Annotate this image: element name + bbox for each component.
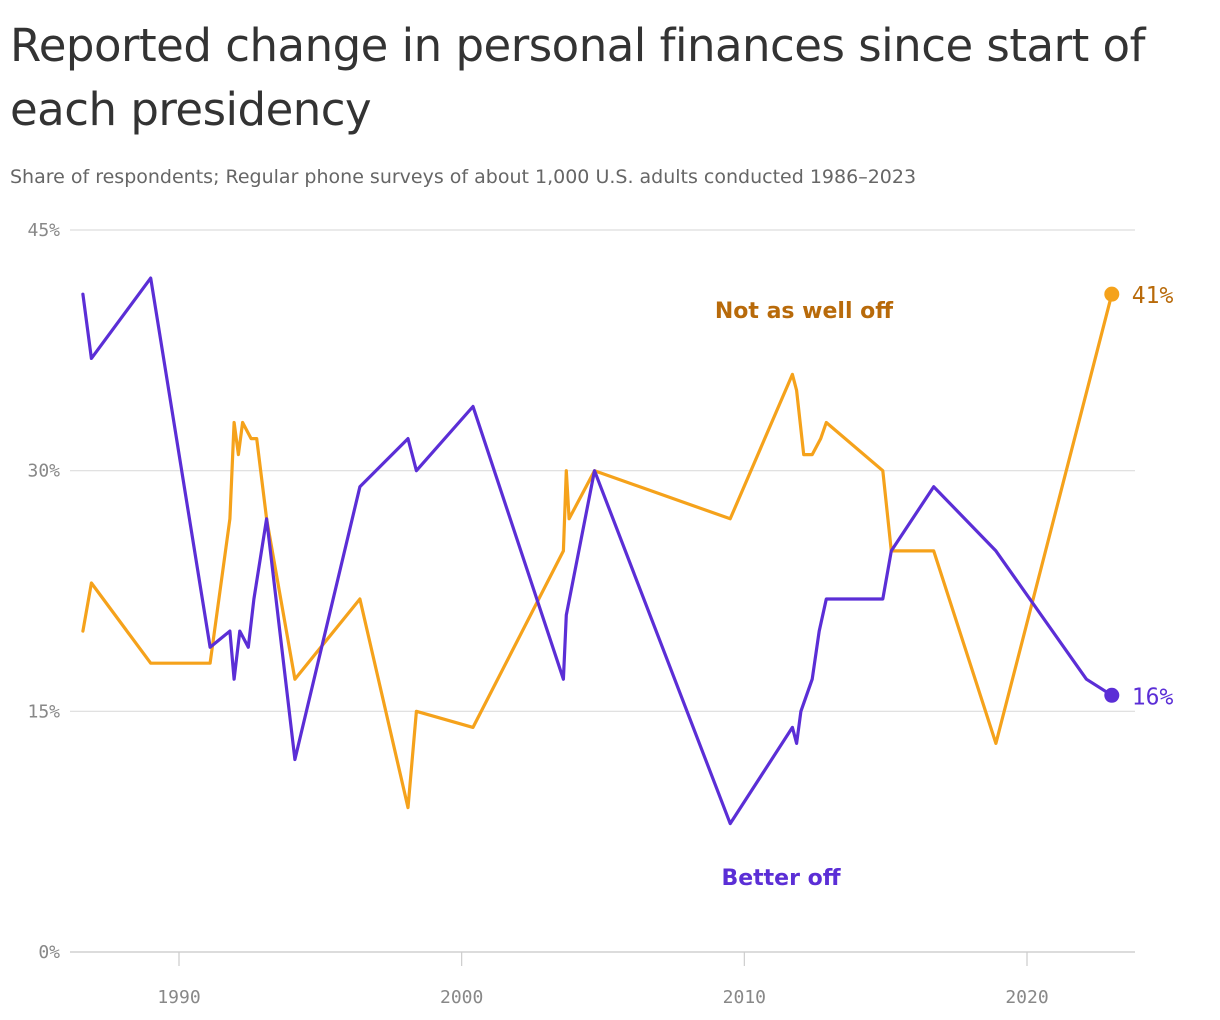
x-tick-label: 1990: [157, 987, 200, 1008]
y-tick-label: 45%: [27, 220, 60, 241]
annotation-better-off: Better off: [721, 866, 841, 891]
x-tick-label: 2000: [440, 987, 483, 1008]
y-axis-tick-labels: 0% 15% 30% 45%: [27, 220, 60, 963]
series-line-not-as-well-off: [81, 292, 1114, 810]
x-tick-label: 2010: [723, 987, 766, 1008]
series-lines: [81, 276, 1114, 826]
end-point-better-off: [1104, 687, 1120, 703]
y-tick-label: 15%: [27, 701, 60, 722]
chart-title: Reported change in personal finances sin…: [10, 19, 1145, 136]
x-axis: 1990 2000 2010 2020: [70, 951, 1135, 1008]
series-annotations: Not as well off Better off: [715, 299, 894, 891]
grid-lines: [70, 229, 1135, 953]
annotation-not-as-well-off: Not as well off: [715, 299, 894, 324]
end-value-label-better-off: 16%: [1132, 684, 1174, 710]
end-value-label-not-as-well-off: 41%: [1132, 283, 1174, 309]
y-tick-label: 0%: [38, 942, 60, 963]
series-line-better-off: [81, 276, 1114, 826]
y-tick-label: 30%: [27, 461, 60, 482]
x-tick-label: 2020: [1005, 987, 1048, 1008]
end-point-not-as-well-off: [1104, 286, 1120, 302]
end-markers: 41% 16%: [1104, 283, 1173, 710]
chart-subtitle: Share of respondents; Regular phone surv…: [10, 166, 917, 188]
